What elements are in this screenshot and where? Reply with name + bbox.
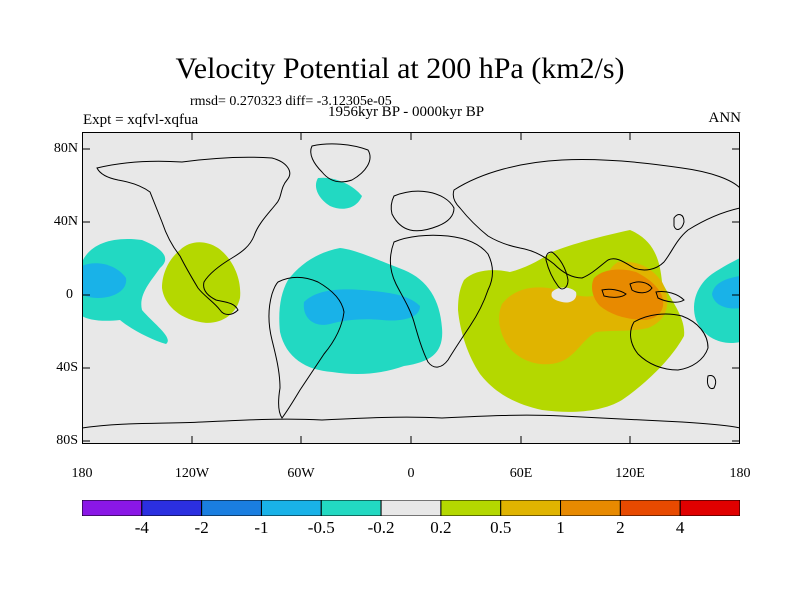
colorbar-box-7	[500, 500, 562, 516]
colorbar-label-1: -2	[194, 518, 209, 537]
colorbar-box-3	[260, 500, 322, 516]
lat-label-80s: 80S	[56, 433, 78, 448]
colorbar-box-2	[201, 500, 262, 516]
lon-label-0: 0	[407, 466, 415, 481]
colorbar-box-8	[560, 500, 621, 516]
lon-label-120e: 120E	[615, 466, 645, 481]
map-panel	[82, 132, 740, 444]
plot-title: Velocity Potential at 200 hPa (km2/s)	[175, 52, 625, 85]
colorbar-box-10	[679, 500, 740, 516]
colorbar-box-6	[440, 500, 502, 516]
period-label: 1956kyr BP - 0000kyr BP	[327, 104, 485, 120]
experiment-label: Expt = xqfvl-xqfua	[83, 112, 199, 128]
contour-region-neutral-hole	[551, 287, 577, 303]
lat-label-40n: 40N	[53, 214, 78, 229]
contour-region-positive-core	[592, 269, 664, 320]
colorbar-label-9: 4	[675, 518, 685, 537]
colorbar-label-2: -1	[254, 518, 269, 537]
lon-label-60w: 60W	[287, 466, 315, 481]
colorbar-label-4: -0.2	[367, 518, 395, 537]
colorbar-label-8: 2	[616, 518, 625, 537]
contour-region-negative-core-pacific	[82, 263, 127, 298]
colorbar-label-3: -0.5	[307, 518, 335, 537]
lon-label-180w: 180	[71, 466, 93, 481]
colorbar-box-1	[141, 500, 203, 516]
lon-label-60e: 60E	[509, 466, 533, 481]
stats-text: rmsd= 0.270323 diff= -3.12305e-05	[190, 94, 392, 109]
colorbar-label-5: 0.2	[430, 518, 452, 537]
coastlines	[82, 143, 740, 444]
colorbar-label-6: 0.5	[490, 518, 512, 537]
lat-label-eq: 0	[66, 287, 73, 302]
season-label: ANN	[708, 110, 742, 126]
colorbar-box-5	[380, 500, 442, 516]
axis-ticks	[82, 132, 740, 444]
contour-region-positive-pacific	[162, 242, 241, 323]
colorbar-box-0	[82, 500, 143, 516]
colorbar-label-0: -4	[134, 518, 149, 537]
contour-region-negative-northatlantic	[315, 177, 362, 209]
contour-region-negative-core-atlantic	[303, 289, 420, 325]
colorbar-label-7: 1	[556, 518, 565, 537]
colorbar	[82, 500, 740, 516]
lat-label-40s: 40S	[56, 360, 78, 375]
lon-label-180e: 180	[729, 466, 751, 481]
lon-label-120w: 120W	[174, 466, 210, 481]
colorbar-box-9	[619, 500, 681, 516]
lat-label-80n: 80N	[53, 141, 78, 156]
colorbar-box-4	[320, 500, 382, 516]
contour-region-negative-core-westpacific	[712, 276, 740, 309]
